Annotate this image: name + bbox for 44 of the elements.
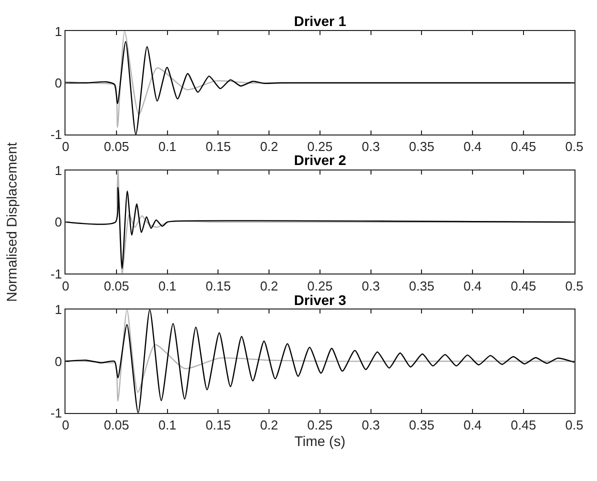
x-tick-label: 0.1 <box>158 278 176 294</box>
x-tick-label: 0.45 <box>510 139 536 154</box>
y-tick-label: 0 <box>54 214 62 230</box>
y-tick-label: 1 <box>54 24 62 39</box>
x-tick-label: 0.15 <box>206 278 231 294</box>
x-tick-label: 0.5 <box>565 278 584 294</box>
x-tick-label: 0.45 <box>510 278 536 294</box>
x-tick-label: 0.3 <box>362 139 380 154</box>
y-tick-label: -1 <box>50 266 62 282</box>
x-tick-label: 0.25 <box>307 139 333 154</box>
x-tick-label: 0.4 <box>464 139 482 154</box>
x-tick-label: 0.3 <box>362 418 380 433</box>
chart-title: Driver 1 <box>294 13 346 29</box>
x-tick-label: 0.3 <box>362 278 380 294</box>
y-axis-title: Normalised Displacement <box>4 142 20 302</box>
x-tick-label: 0.15 <box>206 139 231 154</box>
x-tick-label: 0.4 <box>464 278 482 294</box>
y-tick-label: -1 <box>50 127 62 142</box>
x-tick-label: 0.25 <box>307 278 333 294</box>
y-tick-label: 1 <box>54 302 62 318</box>
x-tick-label: 0.05 <box>104 418 130 433</box>
chart-title: Driver 3 <box>294 292 346 308</box>
x-tick-label: 0.1 <box>158 418 176 433</box>
x-tick-label: 0.2 <box>260 139 278 154</box>
y-tick-label: -1 <box>50 405 62 420</box>
x-axis-title: Time (s) <box>294 432 346 449</box>
x-tick-label: 0.35 <box>409 139 434 154</box>
x-tick-label: 0.05 <box>104 139 130 154</box>
y-tick-label: 0 <box>54 354 62 369</box>
y-tick-label: 1 <box>54 162 62 178</box>
x-tick-label: 0.35 <box>409 418 434 433</box>
x-tick-label: 0.5 <box>565 139 584 154</box>
x-tick-label: 0.5 <box>565 418 584 433</box>
x-tick-label: 0.35 <box>409 278 434 294</box>
x-tick-label: 0.2 <box>260 278 278 294</box>
x-tick-label: 0.05 <box>104 278 130 294</box>
x-tick-label: 0.1 <box>158 139 176 154</box>
x-tick-label: 0.4 <box>464 418 482 433</box>
x-tick-label: 0.25 <box>307 418 333 433</box>
chart-title: Driver 2 <box>294 152 346 168</box>
y-tick-label: 0 <box>54 75 62 90</box>
x-tick-label: 0.45 <box>510 418 536 433</box>
x-tick-label: 0.2 <box>260 418 278 433</box>
x-tick-label: 0.15 <box>206 418 231 433</box>
